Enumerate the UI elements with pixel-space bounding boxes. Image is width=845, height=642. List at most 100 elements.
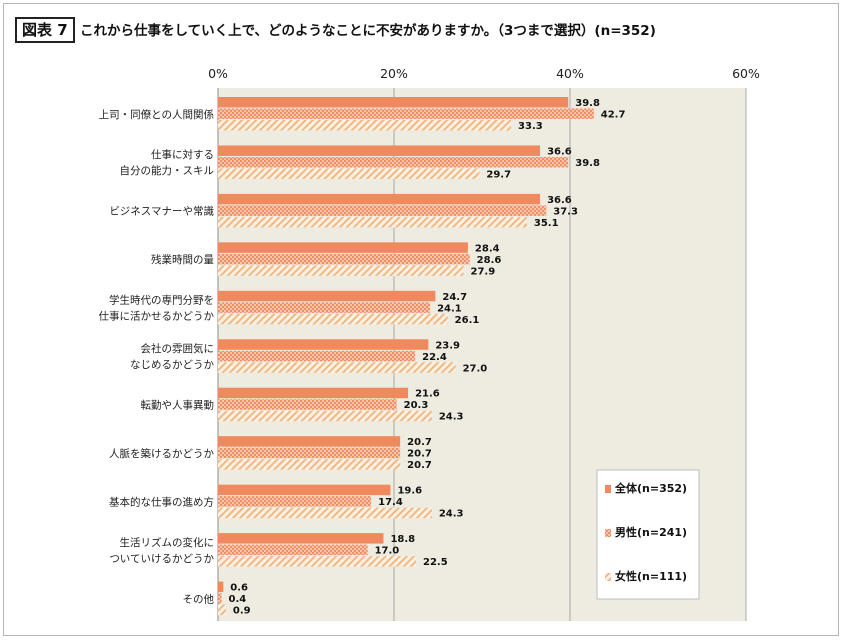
legend-label: 女性(n=111) bbox=[615, 569, 687, 583]
data-label: 22.5 bbox=[423, 557, 448, 568]
data-label: 22.4 bbox=[422, 352, 447, 363]
bar bbox=[218, 484, 391, 496]
bar bbox=[218, 533, 384, 544]
x-tick-label: 60% bbox=[732, 66, 760, 81]
category-label: 自分の能力・スキル bbox=[120, 164, 215, 177]
bar bbox=[218, 193, 541, 205]
category-label: 上司・同僚との人間関係 bbox=[99, 108, 214, 121]
data-label: 17.4 bbox=[378, 497, 403, 508]
data-label: 29.7 bbox=[486, 169, 511, 180]
data-label: 0.9 bbox=[233, 606, 251, 617]
bar bbox=[218, 387, 409, 399]
data-label: 33.3 bbox=[518, 121, 543, 132]
category-label: なじめるかどうか bbox=[130, 359, 214, 371]
bar bbox=[218, 205, 547, 216]
category-label: 残業時間の量 bbox=[151, 253, 214, 266]
data-label: 20.7 bbox=[407, 449, 432, 460]
x-tick-label: 40% bbox=[556, 66, 584, 81]
data-label: 36.6 bbox=[547, 146, 572, 157]
category-labels: 上司・同僚との人間関係仕事に対する自分の能力・スキルビジネスマナーや常識残業時間… bbox=[99, 108, 215, 606]
category-label: 仕事に対する bbox=[151, 148, 214, 161]
bar bbox=[218, 362, 456, 373]
category-label: 仕事に活かせるかどうか bbox=[99, 310, 215, 323]
legend-swatch bbox=[605, 573, 611, 581]
bar bbox=[218, 496, 372, 507]
data-label: 37.3 bbox=[553, 206, 578, 217]
bar bbox=[218, 145, 541, 156]
category-label: 人脈を築けるかどうか bbox=[109, 447, 214, 460]
bar bbox=[218, 339, 429, 350]
data-label: 39.8 bbox=[575, 158, 600, 169]
bar bbox=[218, 120, 512, 131]
bar bbox=[218, 302, 431, 313]
data-label: 20.7 bbox=[407, 460, 432, 471]
bar bbox=[218, 593, 222, 604]
bar bbox=[218, 168, 480, 179]
bar bbox=[218, 581, 224, 593]
bar bbox=[218, 108, 594, 119]
data-label: 0.4 bbox=[229, 594, 247, 605]
data-label: 28.6 bbox=[477, 255, 502, 266]
legend-swatch bbox=[605, 529, 611, 537]
category-label: ついていけるかどうか bbox=[109, 553, 214, 565]
data-label: 35.1 bbox=[534, 218, 559, 229]
legend: 全体(n=352) 男性(n=241) 女性(n=111) bbox=[596, 469, 700, 600]
legend-swatch bbox=[605, 485, 611, 493]
x-tick-label: 0% bbox=[208, 66, 228, 81]
bar bbox=[218, 410, 432, 422]
data-label: 27.9 bbox=[471, 266, 496, 277]
data-label: 42.7 bbox=[601, 110, 626, 121]
bar bbox=[218, 156, 569, 168]
data-label: 27.0 bbox=[463, 363, 488, 374]
data-label: 26.1 bbox=[455, 315, 480, 326]
bar bbox=[218, 216, 527, 228]
category-label: その他 bbox=[183, 592, 215, 605]
bar bbox=[218, 253, 470, 265]
legend-box bbox=[596, 469, 700, 600]
bar bbox=[218, 436, 401, 447]
data-label: 24.1 bbox=[437, 303, 462, 314]
value-labels: 39.842.733.336.639.829.736.637.335.128.4… bbox=[229, 98, 626, 617]
data-label: 24.3 bbox=[439, 412, 464, 423]
data-label: 24.3 bbox=[439, 509, 464, 520]
bar bbox=[218, 399, 397, 410]
category-label: ビジネスマナーや常識 bbox=[109, 205, 214, 218]
bar bbox=[218, 290, 436, 302]
legend-label: 男性(n=241) bbox=[615, 525, 687, 539]
data-label: 36.6 bbox=[547, 195, 572, 206]
data-label: 17.0 bbox=[375, 546, 400, 557]
chart-title: これから仕事をしていく上で、どのようなことに不安がありますか。（3つまで選択）(… bbox=[80, 23, 656, 39]
data-label: 28.4 bbox=[475, 243, 500, 254]
bar bbox=[218, 556, 416, 567]
figure-label: 図表 7 bbox=[15, 17, 75, 43]
bars bbox=[218, 97, 594, 616]
x-axis-ticks: 0% 20% 40% 60% bbox=[208, 66, 760, 81]
data-label: 20.3 bbox=[404, 400, 429, 411]
category-label: 会社の雰囲気に bbox=[141, 342, 215, 355]
bar bbox=[218, 507, 432, 519]
category-label: 転勤や人事異動 bbox=[141, 398, 215, 411]
bar bbox=[218, 447, 401, 459]
category-label: 生活リズムの変化に bbox=[120, 536, 215, 549]
bar bbox=[218, 604, 226, 616]
bar bbox=[218, 544, 368, 556]
data-label: 21.6 bbox=[415, 389, 440, 400]
bar bbox=[218, 97, 569, 108]
data-label: 0.6 bbox=[230, 583, 248, 594]
data-label: 24.7 bbox=[442, 292, 467, 303]
bar bbox=[218, 459, 401, 470]
bar bbox=[218, 265, 464, 276]
data-label: 23.9 bbox=[435, 340, 460, 351]
legend-label: 全体(n=352) bbox=[614, 481, 687, 495]
bar bbox=[218, 350, 416, 362]
bar bbox=[218, 242, 468, 253]
bar bbox=[218, 313, 448, 325]
category-label: 基本的な仕事の進め方 bbox=[109, 495, 214, 508]
data-label: 19.6 bbox=[397, 486, 422, 497]
data-label: 20.7 bbox=[407, 437, 432, 448]
data-label: 39.8 bbox=[575, 98, 600, 109]
category-label: 学生時代の専門分野を bbox=[109, 294, 214, 307]
x-tick-label: 20% bbox=[380, 66, 408, 81]
data-label: 18.8 bbox=[390, 534, 415, 545]
